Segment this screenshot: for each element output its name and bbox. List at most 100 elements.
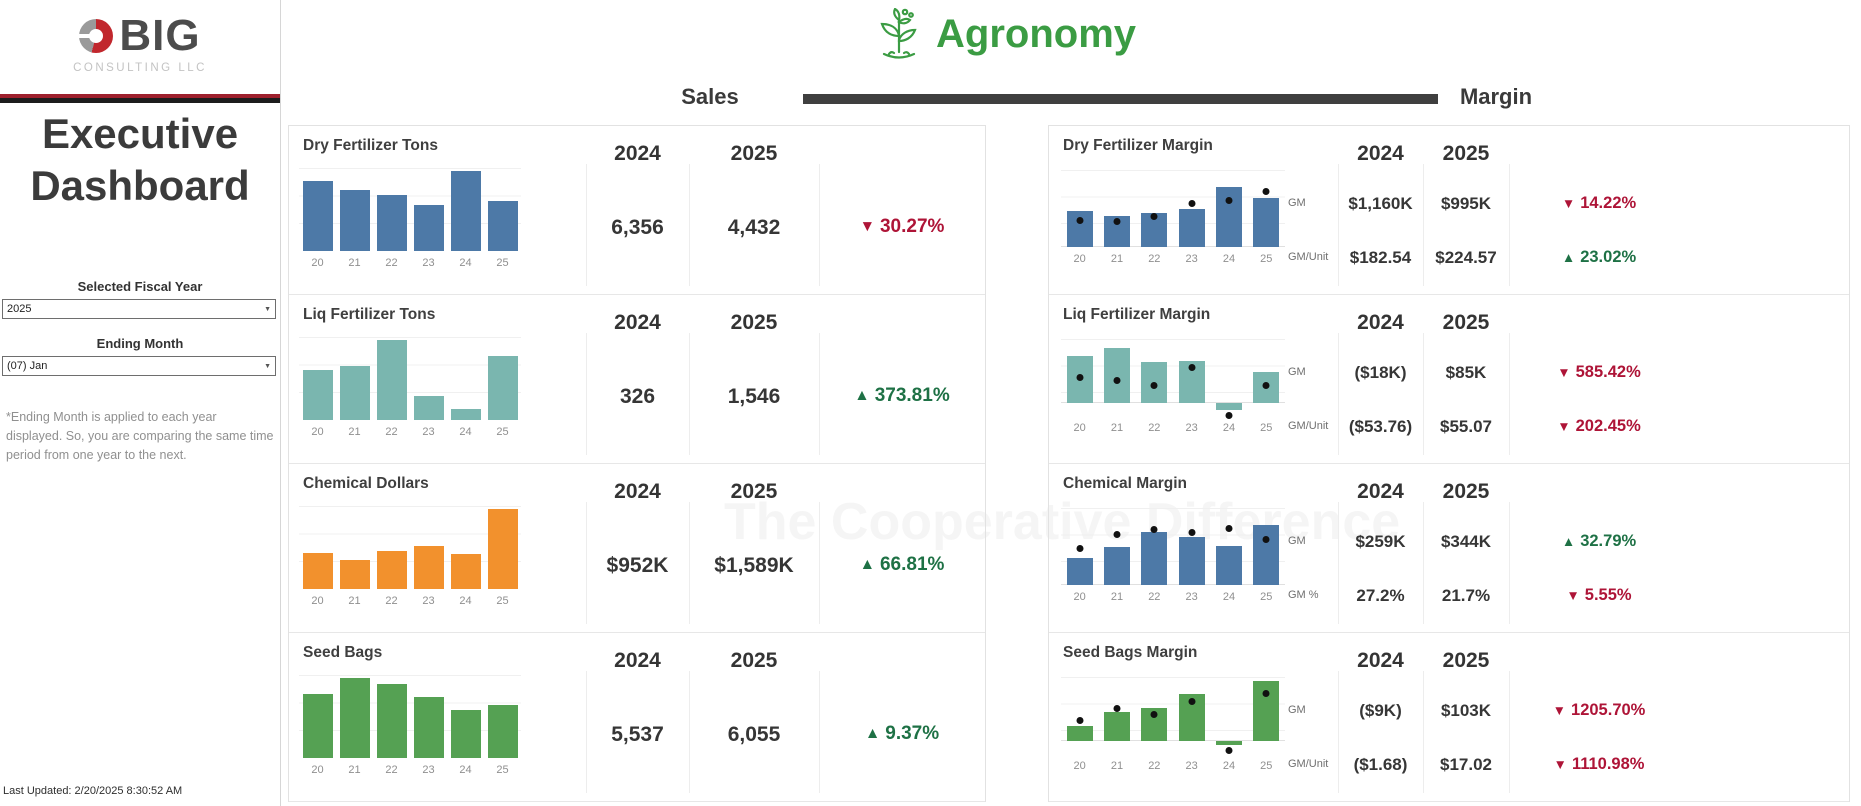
bar-24[interactable] (450, 710, 481, 758)
gm-unit-dot[interactable] (1188, 528, 1196, 536)
year-axis-label: 23 (422, 764, 435, 776)
year-axis-label: 24 (459, 426, 472, 438)
bar-20[interactable] (302, 694, 333, 758)
bar-21[interactable] (1103, 348, 1130, 403)
change-arrow-icon: ▼ (1557, 419, 1571, 434)
bar-21[interactable] (339, 560, 370, 589)
bar-22[interactable] (376, 195, 407, 251)
column-divider (819, 502, 820, 624)
bar-25[interactable] (1253, 198, 1280, 247)
bar-25[interactable] (1253, 525, 1280, 585)
bar-20[interactable] (302, 181, 333, 251)
sales-mini-chart[interactable] (299, 168, 521, 251)
bar-20[interactable] (1066, 558, 1093, 585)
ending-month-select[interactable]: (07) Jan ▼ (2, 356, 276, 376)
bar-25[interactable] (487, 509, 518, 589)
bar-22[interactable] (376, 551, 407, 589)
year-2024-header: 2024 (614, 649, 661, 672)
sales-row: Chemical Dollars 20 21 22 23 24 25 2024 2025 … (289, 464, 985, 633)
gm-unit-dot[interactable] (1113, 704, 1121, 712)
gm-unit-dot[interactable] (1076, 544, 1084, 552)
gm-unit-dot[interactable] (1188, 200, 1196, 208)
metric2-change-indicator: ▼ 1110.98% (1509, 755, 1689, 774)
gm-unit-dot[interactable] (1225, 747, 1233, 755)
bar-21[interactable] (339, 190, 370, 251)
gm-unit-dot[interactable] (1150, 212, 1158, 220)
year-axis-label: 21 (348, 764, 361, 776)
column-divider (1509, 164, 1510, 286)
metric1-value-2024: ($9K) (1359, 701, 1402, 720)
bar-24[interactable] (1215, 741, 1242, 745)
column-divider (819, 333, 820, 455)
bar-23[interactable] (1178, 537, 1205, 585)
gm-unit-dot[interactable] (1076, 217, 1084, 225)
margin-mini-chart[interactable] (1061, 339, 1285, 419)
sales-mini-chart[interactable] (299, 337, 521, 420)
year-axis-label: 22 (1148, 422, 1161, 434)
fiscal-year-select[interactable]: 2025 ▼ (2, 299, 276, 319)
bar-24[interactable] (1215, 546, 1242, 585)
gm-unit-dot[interactable] (1150, 710, 1158, 718)
bar-25[interactable] (487, 705, 518, 758)
metric-label-1: GM (1288, 704, 1306, 716)
bar-22[interactable] (376, 340, 407, 420)
bar-23[interactable] (413, 396, 444, 420)
column-divider (586, 502, 587, 624)
column-divider (1423, 671, 1424, 793)
gm-unit-dot[interactable] (1076, 374, 1084, 382)
sales-mini-chart[interactable] (299, 675, 521, 758)
year-2025-header: 2025 (1442, 649, 1490, 672)
bar-24[interactable] (1215, 403, 1242, 410)
gm-unit-dot[interactable] (1225, 411, 1233, 419)
gm-unit-dot[interactable] (1262, 535, 1270, 543)
gm-unit-dot[interactable] (1188, 364, 1196, 372)
bar-20[interactable] (1066, 726, 1093, 741)
bar-24[interactable] (450, 171, 481, 251)
bar-25[interactable] (487, 201, 518, 251)
year-2024-header: 2024 (1357, 311, 1404, 334)
gm-unit-dot[interactable] (1150, 526, 1158, 534)
gm-unit-dot[interactable] (1225, 524, 1233, 532)
gm-unit-dot[interactable] (1113, 218, 1121, 226)
bar-21[interactable] (1103, 547, 1130, 585)
bar-23[interactable] (413, 697, 444, 758)
gm-unit-dot[interactable] (1225, 196, 1233, 204)
gm-unit-dot[interactable] (1262, 689, 1270, 697)
bar-22[interactable] (376, 684, 407, 758)
bar-25[interactable] (487, 356, 518, 420)
change-percent: 5.55% (1584, 586, 1632, 604)
bar-24[interactable] (450, 409, 481, 420)
bar-22[interactable] (1141, 532, 1168, 585)
bar-20[interactable] (1066, 211, 1093, 247)
bar-21[interactable] (339, 678, 370, 758)
gm-unit-dot[interactable] (1262, 187, 1270, 195)
metric1-value-2024: ($18K) (1354, 363, 1407, 382)
gm-unit-dot[interactable] (1188, 697, 1196, 705)
bar-20[interactable] (302, 553, 333, 589)
year-axis-label: 22 (1148, 253, 1161, 265)
margin-mini-chart[interactable] (1061, 677, 1285, 757)
margin-mini-chart[interactable] (1061, 508, 1285, 588)
bar-24[interactable] (450, 554, 481, 589)
margin-mini-chart[interactable] (1061, 170, 1285, 250)
gm-unit-dot[interactable] (1113, 376, 1121, 384)
column-divider (1509, 502, 1510, 624)
bar-21[interactable] (1103, 712, 1130, 741)
gm-unit-dot[interactable] (1262, 381, 1270, 389)
bar-23[interactable] (413, 546, 444, 589)
last-updated: Last Updated: 2/20/2025 8:30:52 AM (3, 785, 183, 797)
sales-section-label: Sales (681, 84, 739, 109)
bar-20[interactable] (302, 370, 333, 420)
gm-unit-dot[interactable] (1113, 530, 1121, 538)
gm-unit-dot[interactable] (1076, 717, 1084, 725)
sales-mini-chart[interactable] (299, 506, 521, 589)
column-divider (1509, 671, 1510, 793)
bar-23[interactable] (413, 205, 444, 251)
year-axis-label: 25 (496, 426, 509, 438)
gm-unit-dot[interactable] (1150, 381, 1158, 389)
margin-row: Chemical Margin 20 21 22 23 24 25 2024 2025 G… (1049, 464, 1849, 633)
bar-23[interactable] (1178, 209, 1205, 247)
column-divider (819, 671, 820, 793)
chart-baseline (1061, 584, 1285, 585)
bar-21[interactable] (339, 366, 370, 420)
